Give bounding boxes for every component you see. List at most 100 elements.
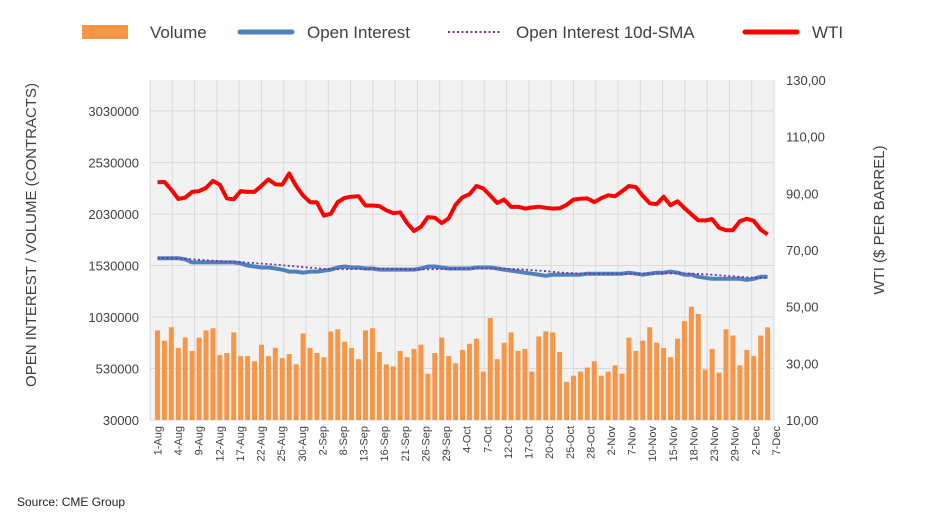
- x-tick-label: 16-Sep: [379, 426, 391, 461]
- x-tick-label: 20-Oct: [544, 426, 556, 459]
- x-tick-label: 25-Aug: [276, 426, 288, 461]
- volume-bar: [681, 321, 687, 420]
- right-axis-ticks: 10,00 30,00 50,00 70,00 90,00 110,00 130,00: [786, 73, 826, 428]
- volume-bar: [480, 371, 486, 420]
- volume-bar: [543, 331, 549, 420]
- right-axis-title: WTI ($ PER BARREL): [871, 145, 888, 294]
- volume-bar: [265, 356, 271, 420]
- x-axis-ticks: 1-Aug 4-Aug 9-Aug 12-Aug 17-Aug 22-Aug 25-Aug 3…: [153, 426, 783, 462]
- volume-bar: [515, 350, 521, 420]
- volume-bar: [737, 365, 743, 420]
- left-tick-label: 3030000: [88, 104, 139, 119]
- source-note: Source: CME Group: [17, 495, 126, 509]
- volume-bar: [466, 343, 472, 420]
- right-tick-label: 90,00: [786, 186, 819, 201]
- x-tick-label: 7-Dec: [771, 426, 783, 456]
- volume-bars: [154, 306, 771, 420]
- volume-bar: [307, 347, 313, 420]
- x-tick-label: 25-Oct: [565, 426, 577, 459]
- x-tick-label: 17-Aug: [235, 426, 247, 461]
- right-tick-label: 70,00: [786, 243, 819, 258]
- x-tick-label: 17-Oct: [524, 426, 536, 459]
- volume-bar: [397, 350, 403, 420]
- volume-bar: [446, 356, 452, 420]
- volume-bar: [730, 335, 736, 420]
- left-tick-label: 30000: [103, 413, 139, 428]
- legend-oi-label: Open Interest: [307, 23, 410, 42]
- volume-bar: [494, 359, 500, 420]
- x-tick-label: 9-Aug: [194, 426, 206, 455]
- volume-bar: [231, 332, 237, 420]
- volume-bar: [633, 350, 639, 420]
- legend-volume-swatch: [82, 25, 128, 39]
- volume-bar: [584, 367, 590, 420]
- volume-bar: [390, 366, 396, 420]
- volume-bar: [321, 357, 327, 420]
- volume-bar: [640, 340, 646, 420]
- volume-bar: [758, 335, 764, 420]
- x-tick-label: 8-Sep: [338, 426, 350, 455]
- volume-bar: [723, 329, 729, 420]
- volume-bar: [356, 359, 362, 420]
- volume-bar: [536, 336, 542, 420]
- volume-bar: [564, 381, 570, 420]
- volume-bar: [695, 313, 701, 420]
- volume-bar: [369, 328, 375, 420]
- volume-bar: [709, 348, 715, 420]
- volume-bar: [668, 357, 674, 420]
- volume-bar: [411, 348, 417, 420]
- x-tick-label: 2-Nov: [606, 426, 618, 456]
- x-tick-label: 1-Aug: [153, 426, 165, 455]
- x-tick-label: 28-Oct: [585, 426, 597, 459]
- volume-bar: [744, 349, 750, 420]
- x-tick-label: 13-Sep: [359, 426, 371, 461]
- volume-bar: [605, 371, 611, 420]
- volume-bar: [335, 329, 341, 420]
- legend: Volume Open Interest Open Interest 10d-S…: [82, 23, 843, 42]
- legend-item-open-interest-sma[interactable]: Open Interest 10d-SMA: [448, 23, 695, 42]
- legend-item-open-interest[interactable]: Open Interest: [237, 23, 410, 42]
- volume-bar: [168, 327, 174, 420]
- x-tick-label: 2-Sep: [317, 426, 329, 455]
- right-tick-label: 130,00: [786, 73, 826, 88]
- volume-bar: [349, 347, 355, 420]
- volume-bar: [224, 353, 230, 420]
- volume-bar: [439, 337, 445, 420]
- x-tick-label: 4-Aug: [173, 426, 185, 455]
- volume-bar: [300, 333, 306, 420]
- x-tick-label: 18-Nov: [689, 426, 701, 462]
- legend-item-volume[interactable]: Volume: [82, 23, 207, 42]
- left-tick-label: 2530000: [88, 155, 139, 170]
- volume-bar: [508, 332, 514, 420]
- left-axis-title: OPEN INTEREST / VOLUME (CONTRACTS): [23, 83, 40, 387]
- x-tick-label: 12-Aug: [214, 426, 226, 461]
- volume-bar: [577, 371, 583, 420]
- volume-bar: [404, 357, 410, 420]
- x-tick-label: 7-Oct: [482, 426, 494, 453]
- volume-bar: [161, 340, 167, 420]
- legend-sma-label: Open Interest 10d-SMA: [516, 23, 695, 42]
- volume-bar: [279, 358, 285, 420]
- right-tick-label: 10,00: [786, 413, 819, 428]
- volume-bar: [688, 306, 694, 420]
- volume-bar: [501, 342, 507, 420]
- x-tick-label: 21-Sep: [400, 426, 412, 461]
- volume-bar: [328, 331, 334, 420]
- volume-bar: [765, 327, 771, 420]
- volume-bar: [432, 353, 438, 420]
- wti-line: [157, 171, 769, 237]
- volume-bar: [654, 342, 660, 420]
- x-tick-label: 26-Sep: [421, 426, 433, 461]
- left-axis-ticks: 30000 530000 1030000 1530000 2030000 2530000 3…: [88, 104, 139, 428]
- volume-bar: [383, 364, 389, 420]
- volume-bar: [418, 344, 424, 420]
- volume-bar: [473, 338, 479, 420]
- x-tick-label: 29-Nov: [730, 426, 742, 462]
- legend-item-wti[interactable]: WTI: [742, 23, 843, 42]
- right-tick-label: 30,00: [786, 356, 819, 371]
- volume-bar: [286, 354, 292, 420]
- x-tick-label: 12-Oct: [503, 426, 515, 459]
- volume-bar: [619, 373, 625, 420]
- left-tick-label: 1530000: [88, 258, 139, 273]
- open-interest-sma-line: [157, 257, 768, 279]
